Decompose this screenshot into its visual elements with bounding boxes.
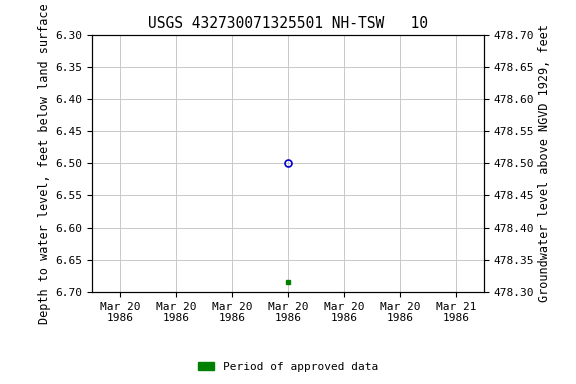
Title: USGS 432730071325501 NH-TSW   10: USGS 432730071325501 NH-TSW 10 xyxy=(148,16,428,31)
Y-axis label: Groundwater level above NGVD 1929, feet: Groundwater level above NGVD 1929, feet xyxy=(538,24,551,302)
Legend: Period of approved data: Period of approved data xyxy=(193,358,383,377)
Y-axis label: Depth to water level, feet below land surface: Depth to water level, feet below land su… xyxy=(38,3,51,323)
